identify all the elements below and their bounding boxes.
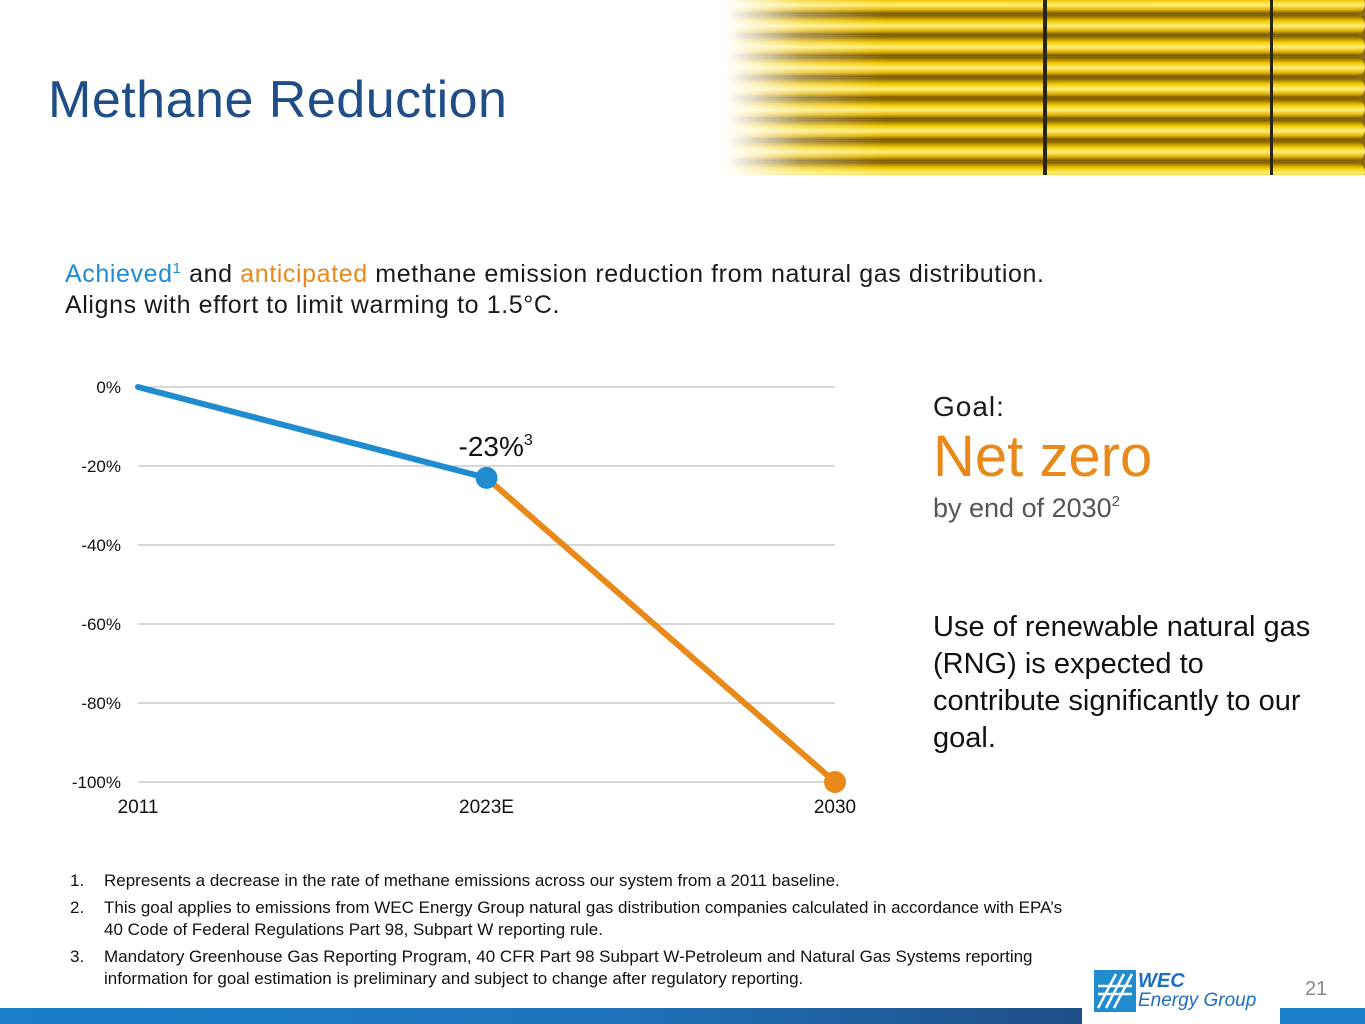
data-label-footnote-ref: 3: [524, 432, 533, 449]
footer-bar: [0, 1008, 1082, 1024]
footnote-number: 2.: [70, 898, 85, 917]
subtitle-line-2: Aligns with effort to limit warming to 1…: [65, 291, 561, 319]
footer-bar-right: [1280, 1008, 1365, 1024]
data-point-anticipated: [824, 771, 846, 793]
y-tick-label: 0%: [96, 378, 121, 397]
wec-logo-line2: Energy Group: [1138, 990, 1257, 1011]
data-point-achieved: [475, 466, 498, 489]
footnotes: 1. Represents a decrease in the rate of m…: [70, 870, 1070, 995]
series-line-anticipated: [483, 474, 838, 785]
y-tick-label: -40%: [81, 536, 121, 555]
footnote-number: 1.: [70, 871, 85, 890]
achieved-label: Achieved: [65, 260, 173, 288]
subtitle-line-1: Achieved1 and anticipated methane emissi…: [65, 259, 1265, 290]
slide-title: Methane Reduction: [48, 71, 508, 129]
x-tick-label: 2011: [118, 797, 159, 818]
y-tick-label: -100%: [72, 773, 121, 792]
x-tick-label: 2030: [814, 797, 856, 818]
footnote-3: 3. Mandatory Greenhouse Gas Reporting Pro…: [70, 946, 1070, 990]
x-tick-label: 2023E: [459, 797, 514, 818]
goal-label: Goal:: [933, 391, 1005, 422]
subtitle-and: and: [181, 260, 241, 288]
series-line-achieved: [135, 384, 490, 481]
wec-logo-line1: WEC: [1138, 970, 1185, 992]
subtitle-rest: methane emission reduction from natural …: [367, 260, 1045, 288]
y-tick-label: -80%: [81, 694, 121, 713]
goal-deadline-text: by end of 2030: [933, 493, 1112, 523]
footnote-text: Mandatory Greenhouse Gas Reporting Progr…: [104, 947, 1033, 988]
anticipated-label: anticipated: [240, 260, 368, 288]
y-tick-label: -20%: [81, 457, 121, 476]
footnote-1: 1. Represents a decrease in the rate of m…: [70, 870, 1070, 892]
achieved-footnote-ref: 1: [172, 260, 182, 277]
methane-reduction-chart: 0% -20% -40% -60% -80% -100% 2011 2023E 2030 -23%…: [72, 378, 856, 818]
goal-net-zero: Net zero: [933, 424, 1153, 489]
footnote-number: 3.: [70, 947, 85, 966]
wec-logo: WEC Energy Group: [1094, 970, 1264, 1014]
goal-block: Goal: Net zero by end of 20302: [933, 391, 1333, 524]
wec-logo-mark-icon: [1094, 970, 1136, 1012]
goal-footnote-ref: 2: [1111, 493, 1120, 510]
data-label: -23%3: [459, 431, 533, 462]
goal-deadline: by end of 20302: [933, 493, 1333, 524]
wec-logo-text: WEC Energy Group: [1138, 970, 1257, 1011]
footnote-2: 2. This goal applies to emissions from WE…: [70, 897, 1070, 941]
chart-subtitle: Achieved1 and anticipated methane emissi…: [65, 259, 1265, 321]
y-tick-label: -60%: [81, 615, 121, 634]
rng-statement: Use of renewable natural gas (RNG) is ex…: [933, 611, 1311, 754]
footnote-text: This goal applies to emissions from WEC …: [104, 898, 1063, 939]
page-number: 21: [1305, 978, 1328, 1000]
yellow-pipe-photo: [725, 0, 1365, 175]
footnote-text: Represents a decrease in the rate of met…: [104, 871, 840, 890]
